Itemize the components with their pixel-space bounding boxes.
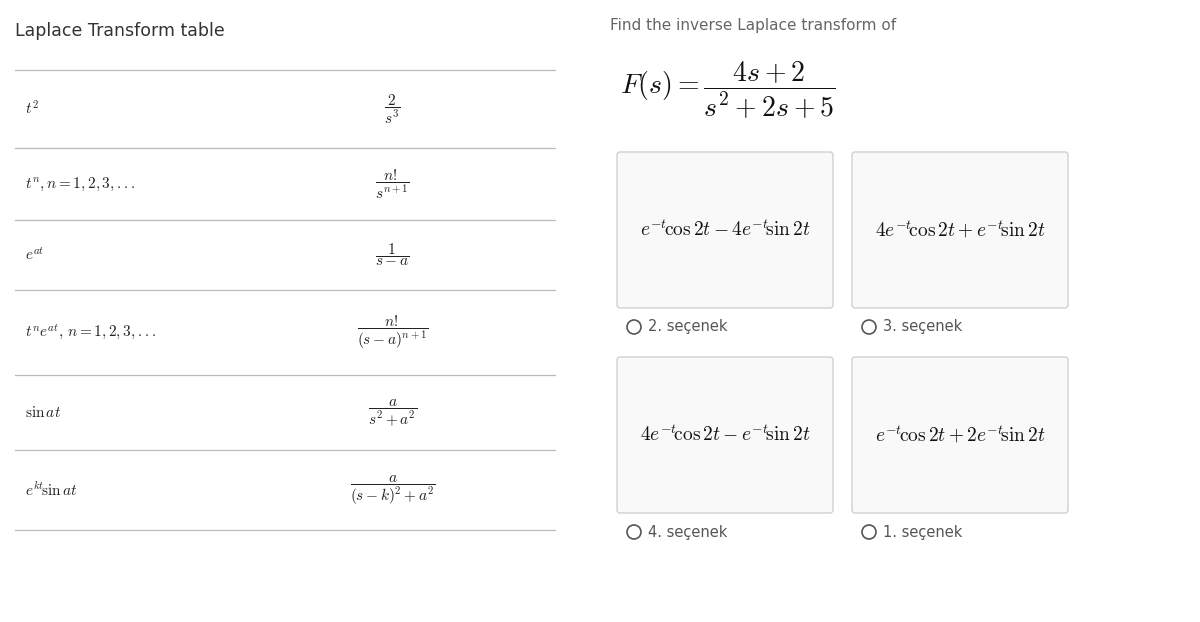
Text: $\sin at$: $\sin at$ bbox=[25, 405, 61, 420]
Text: $e^{-t}\!\cos 2t - 4e^{-t}\!\sin 2t$: $e^{-t}\!\cos 2t - 4e^{-t}\!\sin 2t$ bbox=[640, 220, 810, 240]
FancyBboxPatch shape bbox=[852, 152, 1068, 308]
FancyBboxPatch shape bbox=[617, 152, 833, 308]
Text: 3. seçenek: 3. seçenek bbox=[883, 320, 962, 335]
Text: $e^{at}$: $e^{at}$ bbox=[25, 246, 44, 264]
FancyBboxPatch shape bbox=[617, 357, 833, 513]
Text: $e^{-t}\!\cos 2t + 2e^{-t}\!\sin 2t$: $e^{-t}\!\cos 2t + 2e^{-t}\!\sin 2t$ bbox=[875, 424, 1045, 446]
Text: $4e^{-t}\!\cos 2t - e^{-t}\!\sin 2t$: $4e^{-t}\!\cos 2t - e^{-t}\!\sin 2t$ bbox=[640, 425, 810, 445]
Text: $\dfrac{n!}{s^{n+1}}$: $\dfrac{n!}{s^{n+1}}$ bbox=[376, 167, 410, 201]
Text: $t^ne^{at},\, n = 1, 2, 3,...$: $t^ne^{at},\, n = 1, 2, 3,...$ bbox=[25, 323, 156, 342]
Text: $\dfrac{a}{s^2 + a^2}$: $\dfrac{a}{s^2 + a^2}$ bbox=[368, 397, 418, 428]
Text: 2. seçenek: 2. seçenek bbox=[648, 320, 727, 335]
Text: $e^{kt}\!\sin at$: $e^{kt}\!\sin at$ bbox=[25, 481, 77, 499]
Text: Find the inverse Laplace transform of: Find the inverse Laplace transform of bbox=[610, 18, 896, 33]
FancyBboxPatch shape bbox=[852, 357, 1068, 513]
Text: $t^2$: $t^2$ bbox=[25, 100, 38, 118]
Text: $4e^{-t}\!\cos 2t + e^{-t}\!\sin 2t$: $4e^{-t}\!\cos 2t + e^{-t}\!\sin 2t$ bbox=[875, 220, 1045, 241]
Text: $\dfrac{a}{(s-k)^2 + a^2}$: $\dfrac{a}{(s-k)^2 + a^2}$ bbox=[349, 473, 436, 507]
Text: 4. seçenek: 4. seçenek bbox=[648, 524, 727, 539]
Text: $F(s) = \dfrac{4s+2}{s^2+2s+5}$: $F(s) = \dfrac{4s+2}{s^2+2s+5}$ bbox=[620, 60, 835, 121]
Text: $\dfrac{n!}{(s-a)^{n+1}}$: $\dfrac{n!}{(s-a)^{n+1}}$ bbox=[356, 314, 428, 351]
Text: 1. seçenek: 1. seçenek bbox=[883, 524, 962, 539]
Text: $\dfrac{1}{s - a}$: $\dfrac{1}{s - a}$ bbox=[376, 241, 409, 268]
Text: Laplace Transform table: Laplace Transform table bbox=[14, 22, 224, 40]
Text: $t^n,n = 1, 2, 3, ...$: $t^n,n = 1, 2, 3, ...$ bbox=[25, 175, 136, 193]
Text: $\dfrac{2}{s^3}$: $\dfrac{2}{s^3}$ bbox=[384, 92, 401, 126]
